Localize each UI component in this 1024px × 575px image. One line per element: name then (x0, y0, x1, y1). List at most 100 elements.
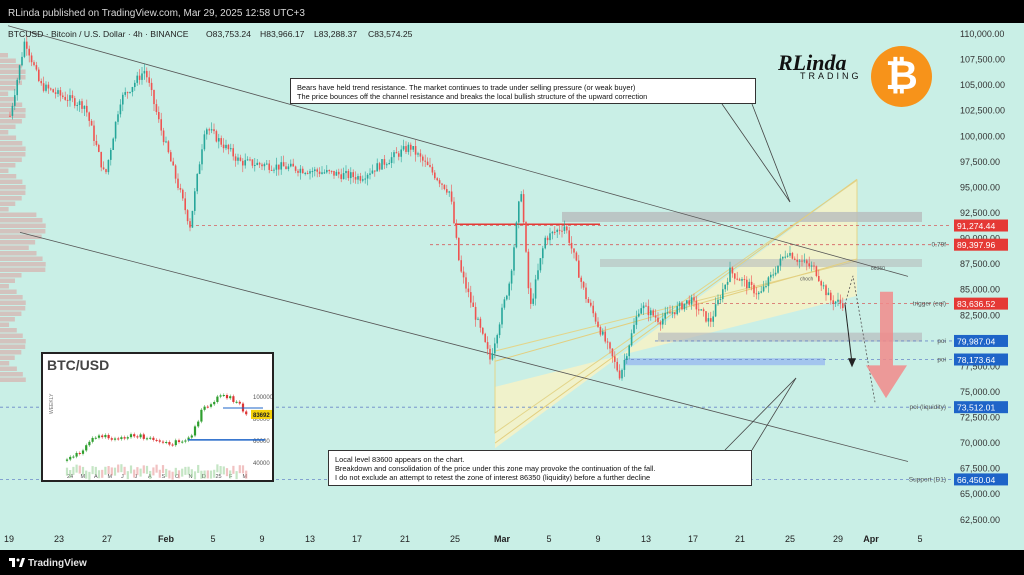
candle-body (446, 189, 448, 193)
candle-body (484, 333, 486, 343)
inset-candle-body (238, 401, 241, 404)
volume-profile-bar (0, 185, 26, 190)
candle-body (129, 92, 131, 94)
price-label: 66,450.04 (957, 475, 995, 485)
choch-label: choch (800, 276, 814, 282)
candle-body (633, 324, 635, 334)
candle-body (746, 279, 748, 289)
price-tick-label: 92,500.00 (960, 208, 1000, 218)
candle-body (52, 89, 54, 93)
candle-body (95, 140, 98, 145)
price-label: 91,274.44 (957, 221, 995, 231)
inset-candle-body (222, 394, 225, 396)
candle-body (64, 96, 66, 100)
candle-body (784, 256, 786, 258)
candle-body (448, 191, 450, 193)
inset-volume-bar (129, 465, 133, 474)
candle-body (242, 160, 244, 166)
candle-body (333, 170, 335, 176)
inset-candle-body (133, 434, 136, 437)
candle-body (762, 286, 765, 292)
price-label: 79,987.04 (957, 336, 995, 346)
inset-volume-bar (232, 465, 235, 474)
candle-body (146, 70, 148, 78)
candle-body (431, 166, 434, 173)
fib-label: 0.79f (932, 242, 947, 249)
candle-body (671, 312, 674, 314)
candle-body (321, 172, 323, 174)
inset-volume-bar (158, 469, 161, 478)
candle-body (813, 265, 815, 267)
candle-body (410, 144, 412, 150)
candle-body (282, 162, 285, 167)
inset-price-badge: 83692 (253, 413, 270, 419)
candle-body (66, 99, 69, 101)
price-axis[interactable]: 62,500.00 65,000.00 67,500.00 70,000.00 72,5… (952, 23, 1024, 550)
volume-profile-bar (0, 86, 16, 91)
candle-body (172, 161, 174, 166)
time-tick-label: 13 (305, 534, 315, 544)
inset-candle-body (142, 434, 145, 439)
candle-body (263, 164, 266, 167)
candle-body (16, 79, 18, 96)
candle-body (659, 322, 662, 325)
projection-down-arrow-icon (848, 358, 856, 368)
candle-body (767, 277, 770, 287)
inset-volume-bar (145, 465, 149, 474)
time-tick-label: 25 (450, 534, 460, 544)
callout-bottom-pointer (751, 377, 797, 451)
candle-body (191, 210, 194, 228)
candle-body (74, 98, 76, 106)
inset-candle-body (149, 437, 152, 439)
candle-body (23, 41, 26, 57)
volume-profile-bar (0, 333, 23, 338)
candle-body (278, 164, 280, 170)
candle-body (489, 348, 491, 360)
candle-body (674, 312, 676, 315)
candle-body (83, 105, 86, 109)
time-axis[interactable]: 19 23 27 Feb 5 9 13 17 21 25 Mar 5 9 13 17 21 25 29 Apr 5 (4, 534, 923, 544)
candle-body (203, 134, 206, 150)
inset-volume-bar (97, 470, 101, 479)
candle-body (381, 159, 383, 170)
candle-body (707, 318, 710, 322)
candle-body (227, 144, 230, 150)
inset-candle-body (216, 396, 219, 402)
candle-body (143, 70, 146, 74)
candle-body (362, 179, 364, 181)
candle-body (402, 146, 405, 150)
volume-profile-bar (0, 328, 17, 333)
time-tick-label: Mar (494, 534, 511, 544)
candle-body (215, 131, 218, 142)
volume-profile-bar (0, 262, 46, 267)
candle-body (194, 191, 196, 211)
candle-body (90, 120, 93, 126)
publisher-text: RLinda published on TradingView.com, Mar… (8, 8, 305, 19)
ascending-channel-fill (495, 180, 857, 449)
candle-body (453, 201, 455, 224)
candle-body (11, 105, 14, 116)
candle-body (450, 191, 453, 202)
candle-body (114, 121, 117, 139)
inset-volume-bar (75, 464, 78, 473)
ohlc-legend: BTCUSD · Bitcoin / U.S. Dollar · 4h · BI… (8, 29, 413, 39)
candle-body (818, 275, 820, 282)
candle-body (638, 313, 640, 317)
candle-body (700, 309, 702, 311)
price-axis-panel (952, 23, 1024, 550)
candle-body (640, 308, 642, 314)
inset-volume-bar (209, 470, 213, 479)
inset-candle-body (168, 442, 171, 445)
volume-profile-bar (0, 146, 26, 151)
inset-volume-bar (104, 466, 107, 475)
inset-plot: WEEKLY10000080000600004000024MAMJJASOND2… (49, 393, 272, 480)
inset-volume-bar (149, 470, 152, 479)
inset-candle-body (78, 452, 81, 454)
candle-body (69, 95, 71, 101)
volume-profile-bar (0, 190, 26, 195)
candle-body (254, 165, 256, 167)
time-tick-label: 21 (735, 534, 745, 544)
candle-body (26, 41, 28, 49)
candle-body (830, 292, 832, 301)
candle-body (98, 144, 100, 152)
